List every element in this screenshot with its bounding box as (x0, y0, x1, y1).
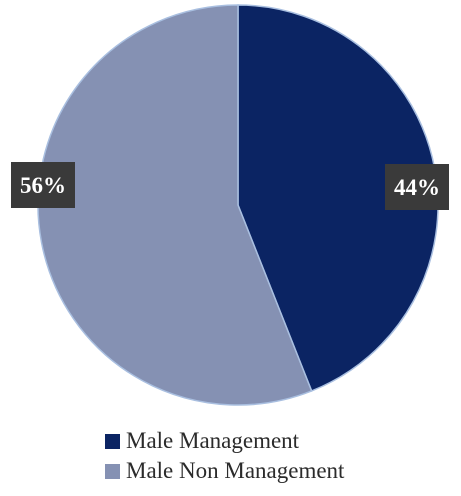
legend-label-male-management: Male Management (126, 428, 300, 453)
legend-item-male-non-management: Male Non Management (105, 456, 405, 486)
legend-swatch-male-management (105, 433, 120, 449)
legend-swatch-male-non-management (105, 463, 120, 479)
data-label-male-management: 44% (385, 164, 449, 210)
pie-slice-male-non-management (37, 4, 313, 406)
data-label-text-male-management: 44% (394, 175, 440, 200)
data-label-male-non-management: 56% (11, 162, 75, 208)
legend-item-male-management: Male Management (105, 426, 405, 456)
data-label-text-male-non-management: 56% (20, 173, 66, 198)
data-label-box-male-management (385, 164, 449, 210)
legend: Male Management Male Non Management (105, 426, 405, 486)
data-label-box-male-non-management (11, 162, 75, 208)
data-labels-layer: 44% 56% (11, 162, 449, 210)
slices-layer (37, 4, 439, 406)
legend-label-male-non-management: Male Non Management (126, 458, 345, 483)
